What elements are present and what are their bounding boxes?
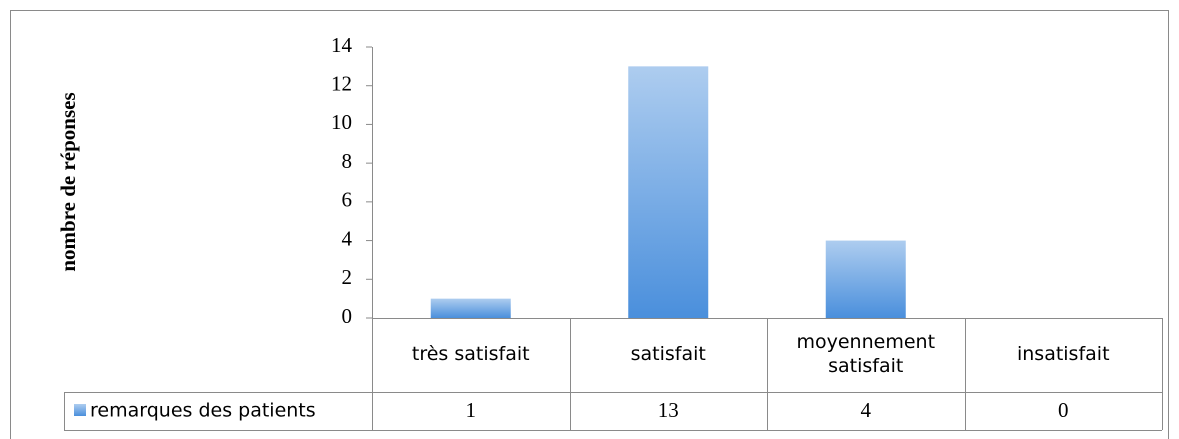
y-tick-label: 14 bbox=[331, 33, 353, 57]
table-value: 1 bbox=[466, 398, 477, 422]
bar bbox=[430, 298, 511, 318]
legend-label: remarques des patients bbox=[90, 400, 316, 422]
y-tick-label: 2 bbox=[342, 265, 353, 289]
x-tick-label: insatisfait bbox=[1016, 343, 1110, 366]
x-tick-label: moyennement satisfait bbox=[796, 331, 936, 377]
x-tick-label-box: moyennement satisfait bbox=[796, 331, 936, 377]
table-value: 13 bbox=[658, 398, 679, 422]
table-value: 4 bbox=[861, 398, 872, 422]
x-tick-label: satisfait bbox=[630, 343, 706, 366]
x-tick-label-box: très satisfait bbox=[411, 343, 530, 366]
y-axis-label: nombre de réponses bbox=[56, 92, 80, 271]
legend-swatch bbox=[74, 404, 86, 416]
table-value: 0 bbox=[1058, 398, 1069, 422]
y-tick-label: 12 bbox=[331, 72, 352, 96]
chart-border bbox=[10, 10, 1169, 439]
x-tick-label-box: insatisfait bbox=[1016, 343, 1110, 366]
bar bbox=[825, 240, 906, 318]
y-tick-label: 4 bbox=[342, 226, 353, 250]
x-tick-label: très satisfait bbox=[411, 343, 530, 366]
y-tick-label: 10 bbox=[331, 110, 352, 134]
y-tick-label: 8 bbox=[342, 149, 353, 173]
y-tick-label: 6 bbox=[342, 188, 353, 212]
x-tick-label-box: satisfait bbox=[630, 343, 706, 366]
bar bbox=[628, 66, 709, 318]
y-tick-label: 0 bbox=[342, 304, 353, 328]
